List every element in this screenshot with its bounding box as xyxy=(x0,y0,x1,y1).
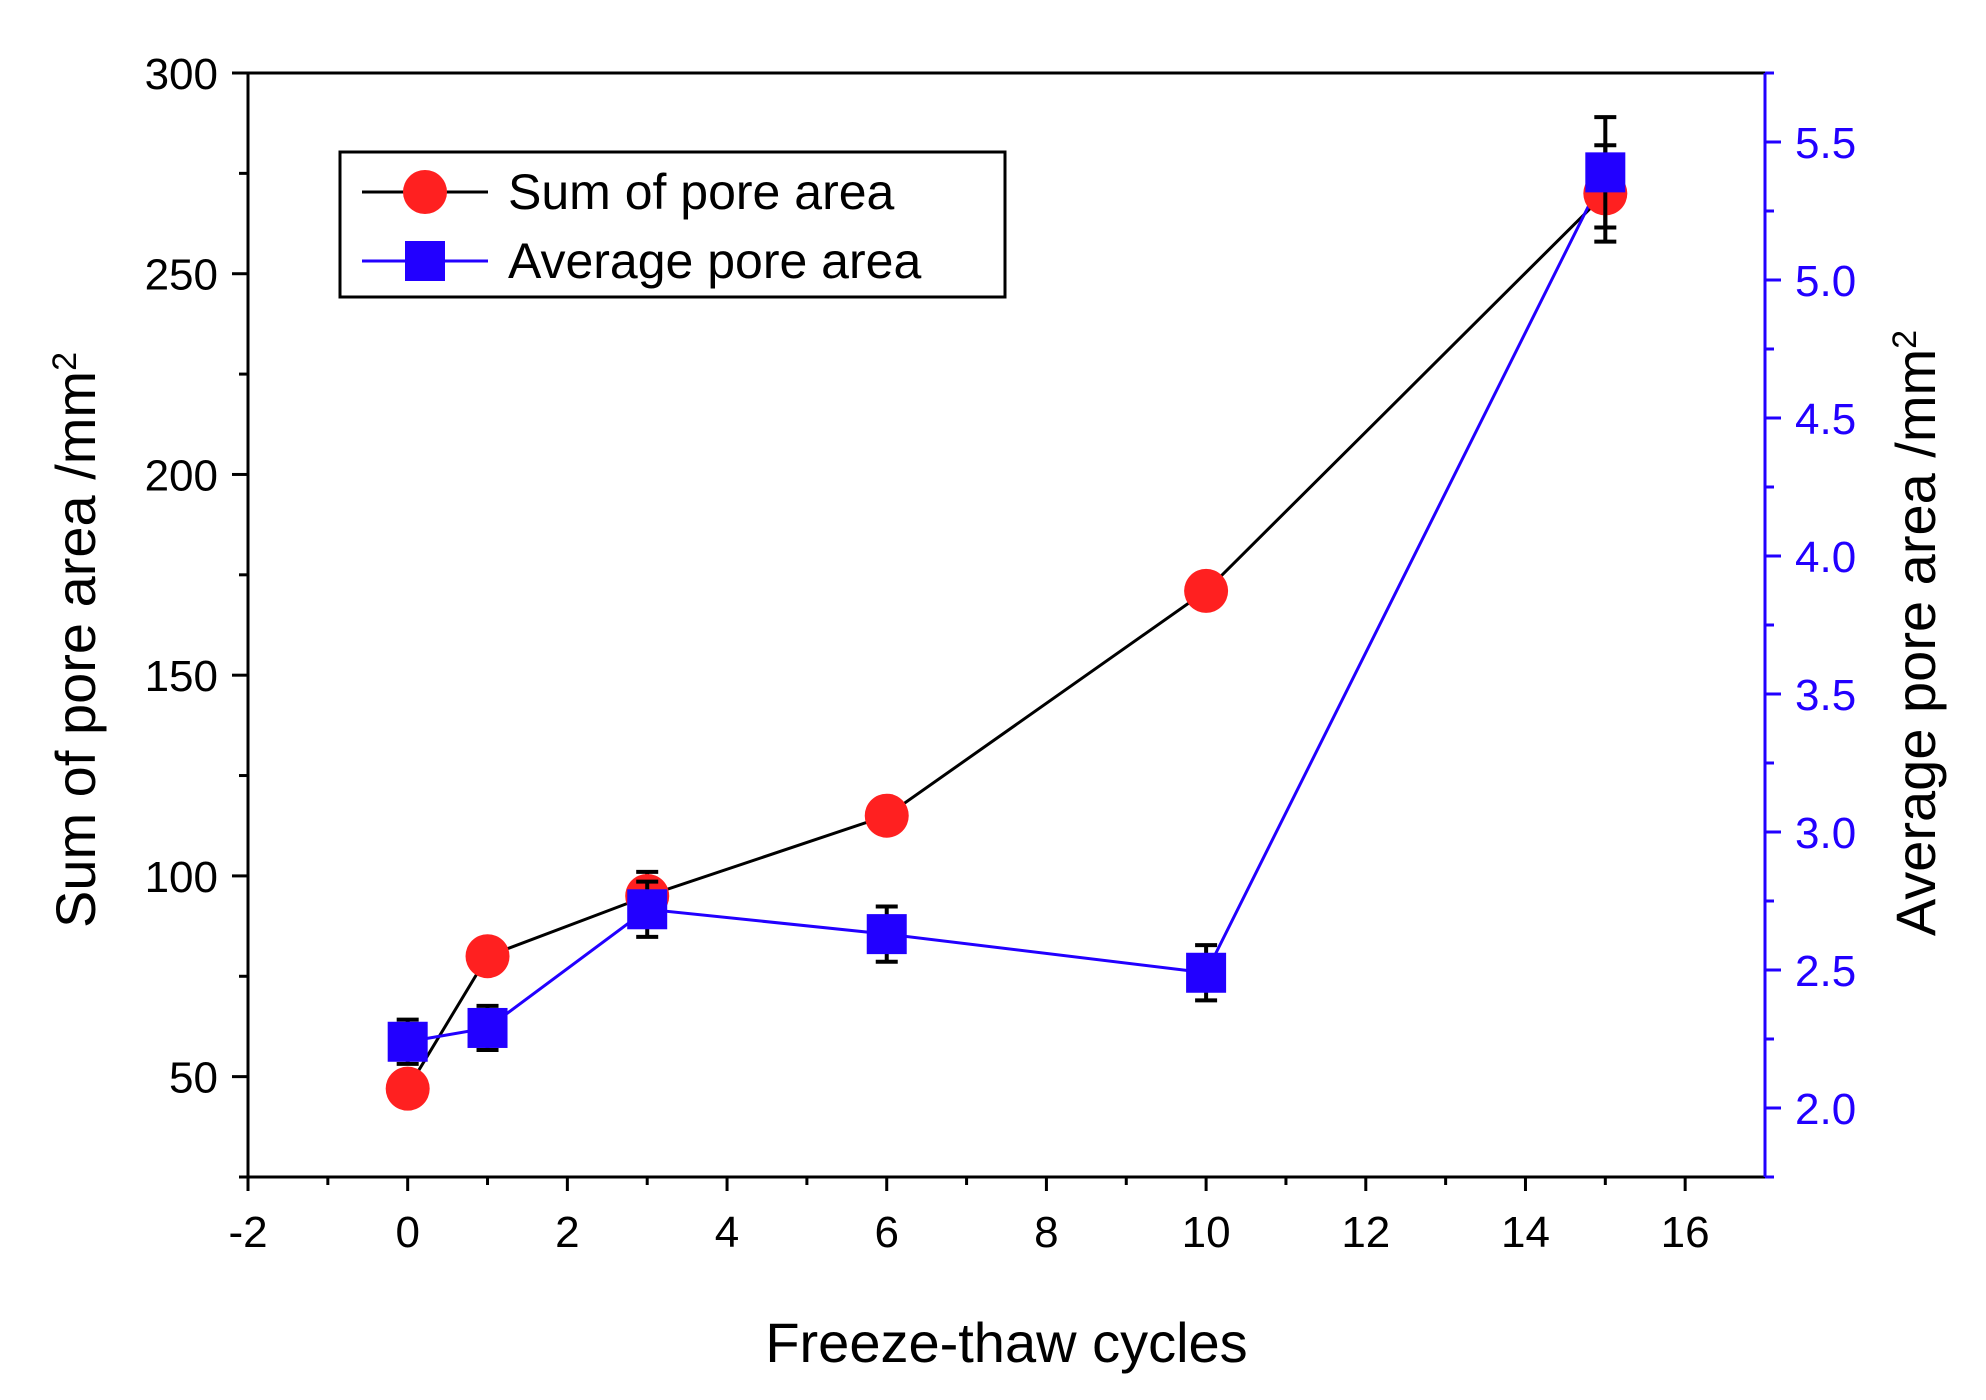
plot-area xyxy=(385,115,1628,1111)
y2-tick-label: 2.0 xyxy=(1795,1085,1856,1134)
y-tick-label: 100 xyxy=(145,853,218,902)
y2-tick-label: 3.5 xyxy=(1795,671,1856,720)
data-point-sum xyxy=(465,934,510,979)
axes: -2 0 2 4 6 8 10 12 14 16 50 100 150 200 250 300 2.0 2.5 3.… xyxy=(145,50,1857,1257)
x-tick-label: 12 xyxy=(1341,1208,1390,1257)
y-tick-label: 150 xyxy=(145,652,218,701)
legend-label-average: Average pore area xyxy=(508,233,921,289)
y-tick-label: 50 xyxy=(169,1054,218,1103)
x-tick-label: 4 xyxy=(715,1208,739,1257)
x-tick-label: 16 xyxy=(1661,1208,1710,1257)
y-tick-label: 200 xyxy=(145,451,218,500)
y2-axis-title: Average pore area /mm2 xyxy=(1884,330,1947,936)
y2-tick-label: 4.0 xyxy=(1795,533,1856,582)
legend-box xyxy=(338,150,1007,299)
y-tick-label: 250 xyxy=(145,251,218,300)
y2-tick-label: 5.0 xyxy=(1795,257,1856,306)
y2-axis-title-text: Average pore area /mm xyxy=(1884,349,1947,936)
y-tick-label: 300 xyxy=(145,50,218,99)
y2-tick-label: 3.0 xyxy=(1795,809,1856,858)
data-point-average xyxy=(387,1021,428,1062)
data-point-average xyxy=(1186,952,1227,993)
x-tick-label: -2 xyxy=(228,1208,267,1257)
y2-tick-label: 4.5 xyxy=(1795,395,1856,444)
y-axis-title-text: Sum of pore area /mm xyxy=(44,371,107,928)
x-tick-label: 14 xyxy=(1501,1208,1550,1257)
y2-tick-label: 5.5 xyxy=(1795,119,1856,168)
x-tick-label: 8 xyxy=(1034,1208,1058,1257)
data-point-sum xyxy=(385,1066,430,1111)
x-tick-label: 0 xyxy=(395,1208,419,1257)
data-point-sum xyxy=(864,793,909,838)
y2-axis-title-superscript: 2 xyxy=(1886,330,1924,349)
y-axis-title-superscript: 2 xyxy=(46,352,84,371)
data-point-average xyxy=(627,889,668,930)
x-axis-title: Freeze-thaw cycles xyxy=(765,1311,1247,1374)
data-point-average xyxy=(1585,152,1626,193)
legend-marker-sum xyxy=(403,170,447,214)
data-point-sum xyxy=(1184,568,1229,613)
series-line-sum xyxy=(406,192,1607,1090)
legend: Sum of pore area Average pore area xyxy=(338,150,1007,299)
x-tick-label: 6 xyxy=(874,1208,898,1257)
x-tick-label: 2 xyxy=(555,1208,579,1257)
y2-tick-label: 2.5 xyxy=(1795,947,1856,996)
y-axis-title: Sum of pore area /mm2 xyxy=(44,352,107,928)
data-point-average xyxy=(866,914,907,955)
x-tick-label: 10 xyxy=(1182,1208,1231,1257)
legend-marker-average xyxy=(405,241,445,281)
data-point-average xyxy=(467,1007,508,1048)
legend-label-sum: Sum of pore area xyxy=(508,164,895,220)
